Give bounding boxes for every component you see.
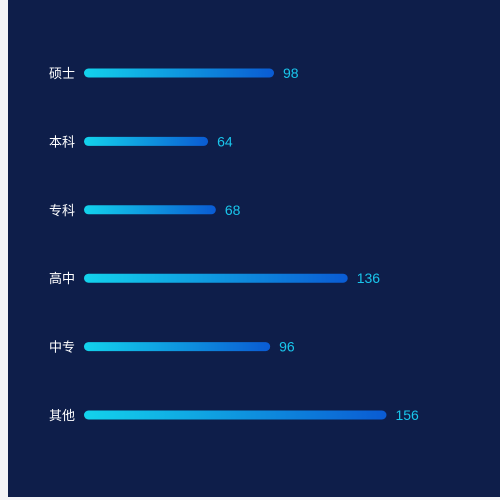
chart-canvas: 硕士 98 本科 64 专科 68 高中 136 中专 96 其他 156	[8, 0, 500, 497]
category-label: 本科	[49, 135, 75, 150]
value-label: 136	[357, 270, 381, 286]
bar[interactable]	[84, 136, 209, 146]
value-label: 64	[217, 133, 233, 149]
bar[interactable]	[84, 410, 387, 420]
value-label: 98	[283, 65, 299, 81]
bar[interactable]	[84, 68, 275, 78]
category-label: 高中	[49, 271, 75, 287]
bar[interactable]	[84, 205, 216, 215]
value-label: 156	[395, 407, 419, 423]
category-label: 中专	[49, 341, 75, 356]
bar[interactable]	[84, 273, 348, 283]
value-label: 68	[225, 202, 241, 218]
horizontal-bar-chart: 硕士 98 本科 64 专科 68 高中 136 中专 96 其他 156	[8, 0, 500, 497]
value-label: 96	[279, 339, 295, 355]
category-label: 硕士	[49, 67, 75, 82]
category-label: 专科	[49, 204, 75, 219]
bar[interactable]	[84, 342, 271, 352]
category-label: 其他	[49, 409, 75, 424]
